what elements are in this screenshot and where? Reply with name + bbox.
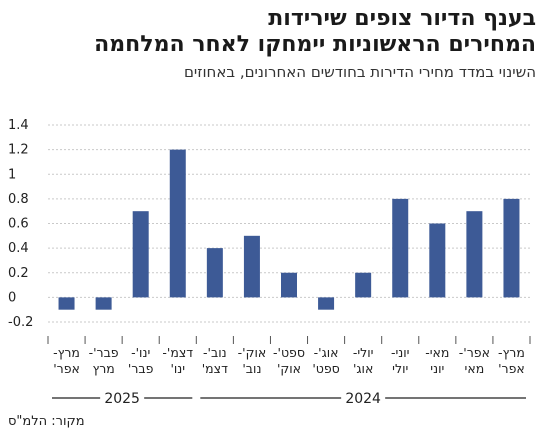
- x-tick-label: אוק': [277, 361, 301, 376]
- x-tick-label: מרץ: [92, 361, 114, 376]
- x-tick-label: פבר': [128, 361, 154, 376]
- x-tick-label: מרץ-: [498, 345, 525, 360]
- x-tick-label: אפר': [498, 361, 525, 376]
- bar: [281, 272, 297, 298]
- x-tick-label: נוב'-: [203, 345, 227, 360]
- x-tick-label: אוג'-: [314, 345, 339, 360]
- x-tick-label: דצמ'-: [162, 345, 193, 360]
- bar: [503, 198, 520, 298]
- y-tick-label: 0.2: [8, 266, 29, 281]
- x-tick-label: ספט'-: [273, 345, 305, 360]
- bar: [169, 149, 186, 298]
- bar: [95, 297, 112, 310]
- x-tick-label: אפר'-: [459, 345, 490, 360]
- bar: [355, 272, 372, 298]
- x-tick-label: מאי-: [425, 345, 449, 360]
- bar: [132, 211, 149, 298]
- x-tick-label: מרץ-: [53, 345, 80, 360]
- y-tick-label: 0.6: [8, 217, 29, 232]
- x-tick-label: יולי-: [353, 345, 374, 360]
- chart-subtitle: השינוי במדד מחירי הדירות בחודשים האחרוני…: [183, 63, 536, 81]
- y-tick-label: 1.2: [8, 143, 29, 158]
- x-tick-label: יוני-: [391, 345, 410, 360]
- y-tick-label: 1: [8, 167, 16, 182]
- y-tick-label: -0.2: [8, 315, 33, 330]
- bar: [466, 211, 483, 298]
- y-tick-label: 1.4: [8, 118, 29, 133]
- x-tick-label: אוג': [353, 361, 373, 376]
- x-tick-label: יוני: [430, 361, 444, 376]
- bar: [206, 248, 223, 298]
- x-tick-label: נוב': [242, 361, 261, 376]
- x-tick-label: יולי: [392, 361, 408, 376]
- bar: [58, 297, 75, 310]
- bar: [429, 223, 446, 298]
- x-tick-label: פבר'-: [89, 345, 119, 360]
- x-tick-label: דצמ': [202, 361, 228, 376]
- x-tick-label: ספט': [312, 361, 339, 376]
- bar: [392, 198, 409, 298]
- bar: [318, 297, 335, 310]
- year-label: 2024: [345, 391, 381, 407]
- year-label: 2025: [104, 391, 140, 407]
- chart-title-line-1: בענף הדיור צופים שירידות: [268, 6, 536, 31]
- x-tick-label: ינו': [170, 361, 185, 376]
- chart-title-line-2: המחירים הראשוניות יימחקו לאחר המלחמה: [94, 32, 536, 57]
- x-tick-label: מאי: [465, 361, 485, 376]
- source-note: מקור: הלמ"ס: [8, 414, 85, 429]
- y-tick-label: 0: [8, 290, 16, 305]
- bar: [243, 235, 260, 298]
- chart-title: בענף הדיור צופים שירידות המחירים הראשוני…: [14, 6, 536, 58]
- x-tick-label: אפר': [53, 361, 80, 376]
- x-tick-label: ינו'-: [131, 345, 150, 360]
- y-tick-label: 0.8: [8, 192, 29, 207]
- x-tick-label: אוק'-: [238, 345, 267, 360]
- y-tick-label: 0.4: [8, 241, 29, 256]
